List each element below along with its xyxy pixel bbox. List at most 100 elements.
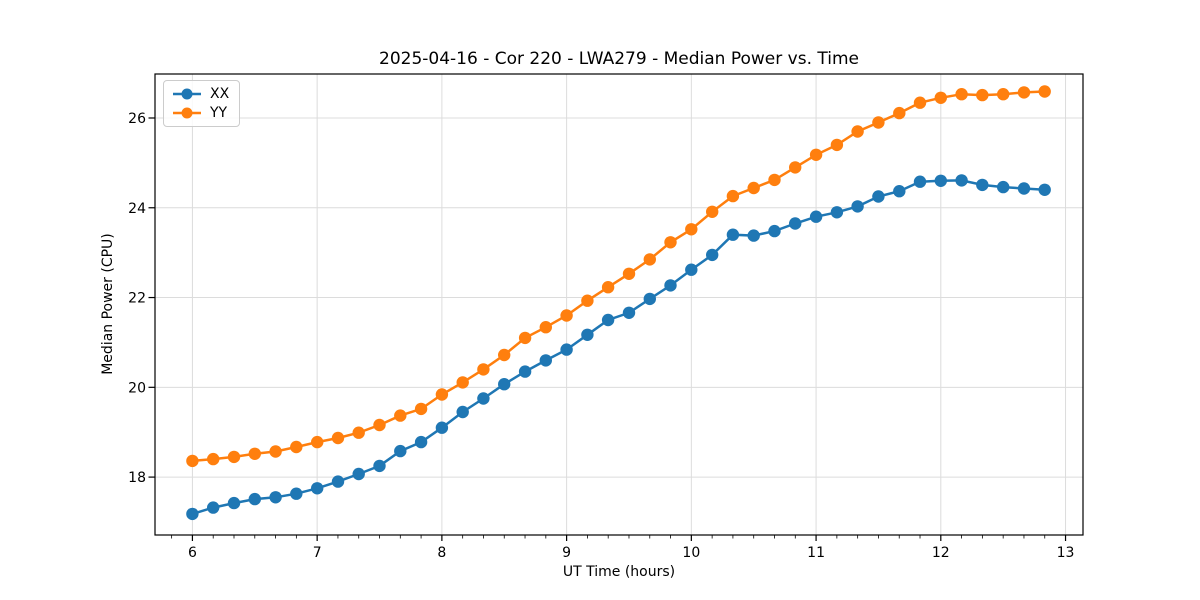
data-point — [518, 365, 532, 378]
data-point — [394, 409, 407, 422]
data-point — [976, 88, 989, 102]
data-point — [997, 180, 1010, 194]
data-point — [830, 138, 844, 152]
data-point — [851, 200, 864, 213]
data-point — [331, 475, 345, 488]
data-point — [227, 496, 241, 510]
data-point — [1038, 183, 1051, 196]
data-point — [248, 447, 261, 460]
data-point — [913, 96, 927, 109]
x-tick-label: 10 — [682, 545, 700, 561]
data-point — [893, 185, 906, 198]
tick-labels: 6 7 8 9 10 11 12 13 18 20 22 24 26 — [128, 111, 1074, 561]
data-point — [352, 426, 365, 439]
data-point — [1038, 85, 1051, 98]
x-tick-label: 12 — [932, 545, 950, 561]
data-point — [872, 190, 885, 203]
data-point — [726, 228, 740, 241]
y-tick-label: 26 — [128, 111, 146, 127]
data-point — [311, 482, 324, 495]
data-point — [248, 492, 261, 506]
x-axis-label: UT Time (hours) — [562, 564, 676, 580]
data-point — [809, 210, 823, 223]
data-point — [207, 452, 220, 466]
data-point — [643, 253, 656, 266]
data-point — [186, 454, 199, 468]
data-point — [352, 467, 365, 481]
series-markers-yy — [186, 85, 1051, 468]
data-point — [643, 292, 656, 306]
data-point — [269, 491, 282, 504]
x-tick-label: 13 — [1057, 545, 1075, 561]
data-point — [685, 223, 698, 236]
data-point — [414, 435, 428, 449]
x-tick-label: 6 — [188, 545, 197, 561]
data-point — [456, 405, 469, 419]
data-point — [269, 445, 282, 458]
legend-item-xx: XX — [172, 86, 229, 102]
series-line-yy — [192, 90, 1045, 463]
legend-label: YY — [210, 105, 228, 121]
data-point — [851, 125, 864, 138]
data-point — [435, 421, 449, 434]
data-point — [539, 321, 552, 334]
legend-sample-line-icon — [173, 107, 201, 119]
legend: XX YY — [163, 80, 241, 127]
data-point — [331, 431, 345, 445]
data-point — [706, 248, 719, 262]
series-line-xx — [192, 179, 1045, 516]
data-point — [290, 440, 303, 454]
data-point — [664, 279, 677, 292]
data-point — [789, 161, 802, 174]
data-point — [622, 306, 636, 319]
series-markers-xx — [186, 174, 1051, 521]
data-point — [560, 309, 573, 322]
data-point — [373, 459, 386, 473]
data-point — [706, 205, 719, 218]
data-point — [435, 388, 449, 401]
data-point — [1017, 86, 1031, 99]
chart-title: 2025-04-16 - Cor 220 - LWA279 - Median P… — [379, 49, 859, 69]
data-point — [768, 224, 781, 238]
y-tick-label: 22 — [128, 291, 146, 307]
data-point — [581, 328, 594, 341]
data-point — [934, 174, 947, 187]
data-point — [601, 313, 615, 327]
data-point — [456, 376, 469, 389]
data-point — [622, 267, 636, 280]
data-point — [768, 173, 781, 187]
data-point — [394, 444, 407, 458]
data-point — [539, 354, 552, 367]
data-point — [747, 229, 760, 242]
y-tick-label: 18 — [128, 470, 146, 486]
data-point — [955, 174, 968, 187]
data-point — [685, 263, 698, 276]
data-point — [955, 88, 968, 101]
data-point — [311, 435, 324, 449]
data-point — [581, 294, 594, 307]
y-tick-label: 20 — [128, 380, 146, 396]
y-tick-label: 24 — [128, 201, 146, 217]
legend-sample-line-icon — [173, 88, 201, 100]
data-point — [913, 175, 927, 188]
data-point — [290, 487, 303, 500]
y-axis-label: Median Power (CPU) — [100, 233, 116, 375]
data-point — [726, 189, 740, 203]
data-point — [477, 392, 490, 405]
x-tick-label: 8 — [437, 545, 446, 561]
x-tick-label: 11 — [807, 545, 825, 561]
data-point — [498, 378, 511, 391]
legend-item-yy: YY — [172, 105, 229, 121]
data-point — [498, 348, 511, 362]
data-point — [664, 236, 677, 249]
data-point — [893, 106, 906, 120]
data-point — [747, 181, 760, 195]
x-tick-label: 9 — [562, 545, 571, 561]
data-point — [227, 450, 241, 464]
data-point — [997, 88, 1010, 101]
data-point — [518, 331, 532, 345]
gridlines — [155, 74, 1083, 535]
data-point — [207, 501, 220, 514]
data-point — [976, 178, 989, 192]
